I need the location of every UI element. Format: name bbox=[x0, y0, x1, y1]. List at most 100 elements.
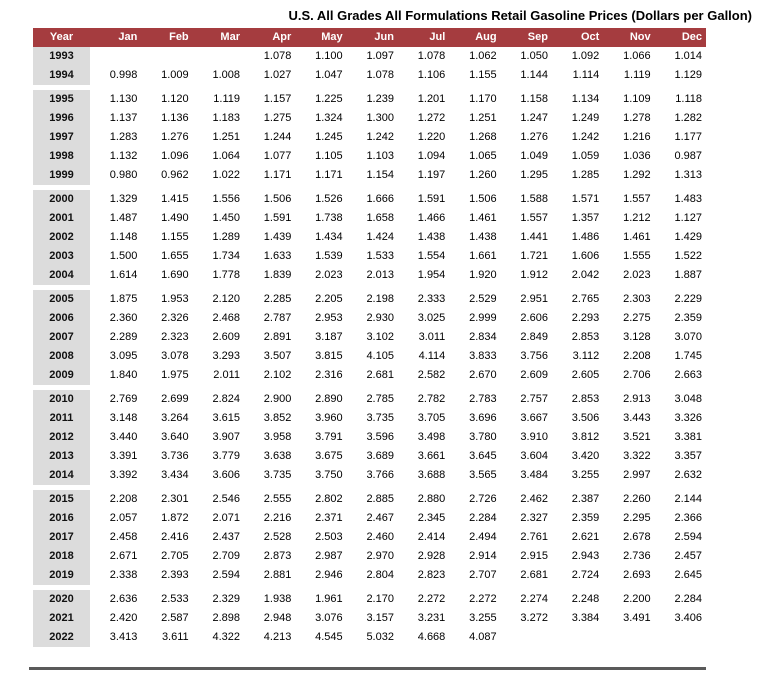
price-cell: 3.756 bbox=[520, 350, 548, 362]
price-cell: 2.671 bbox=[109, 550, 138, 562]
year-cell: 2014 bbox=[33, 466, 90, 485]
month-column-header: Jul bbox=[397, 28, 450, 47]
price-cell: 3.780 bbox=[469, 431, 497, 443]
price-cell: 2.769 bbox=[109, 393, 138, 405]
price-cell: 1.461 bbox=[469, 212, 497, 224]
price-cell: 2.503 bbox=[315, 531, 343, 543]
year-cell: 2016 bbox=[33, 509, 90, 528]
price-cell: 2.881 bbox=[263, 569, 292, 581]
price-cell: 1.655 bbox=[161, 250, 189, 262]
price-cell: 2.170 bbox=[366, 593, 394, 605]
price-cell: 2.594 bbox=[212, 569, 240, 581]
price-cell: 4.105 bbox=[366, 350, 394, 362]
price-cell: 3.506 bbox=[571, 412, 600, 424]
group-spacer bbox=[33, 385, 706, 390]
table-row: 2018 2.671 2.705 2.709 2.873 2.987 2.970 2.928 2… bbox=[33, 547, 706, 566]
price-cell: 1.661 bbox=[469, 250, 497, 262]
price-cell: 3.852 bbox=[263, 412, 292, 424]
price-cell: 2.885 bbox=[366, 493, 394, 505]
table-row: 2013 3.391 3.736 3.779 3.638 3.675 3.689 3.661 3… bbox=[33, 447, 706, 466]
price-cell: 3.833 bbox=[469, 350, 497, 362]
price-cell: 2.042 bbox=[571, 269, 600, 281]
price-cell: 2.533 bbox=[161, 593, 189, 605]
table-row: 2015 2.208 2.301 2.546 2.555 2.802 2.885 2.880 2… bbox=[33, 490, 706, 509]
price-cell: 3.507 bbox=[263, 350, 292, 362]
price-cell: 1.078 bbox=[366, 69, 394, 81]
price-cell: 0.998 bbox=[109, 69, 138, 81]
header-row: Year Jan Feb Mar Apr May Jun Jul Aug Sep Oct Nov Dec bbox=[33, 28, 706, 47]
price-cell: 3.667 bbox=[520, 412, 548, 424]
price-cell: 0.987 bbox=[674, 150, 702, 162]
price-cell: 1.557 bbox=[520, 212, 548, 224]
price-cell: 2.943 bbox=[571, 550, 600, 562]
price-cell: 2.970 bbox=[366, 550, 394, 562]
price-cell: 1.614 bbox=[109, 269, 138, 281]
month-column-header: Mar bbox=[192, 28, 244, 47]
price-cell: 1.285 bbox=[571, 169, 600, 181]
price-cell: 3.596 bbox=[366, 431, 394, 443]
price-cell: 1.778 bbox=[212, 269, 240, 281]
price-cell: 2.338 bbox=[109, 569, 138, 581]
price-cell: 1.506 bbox=[263, 193, 292, 205]
price-cell: 2.275 bbox=[623, 312, 651, 324]
group-spacer bbox=[33, 585, 706, 590]
month-column-header: Jun bbox=[346, 28, 398, 47]
table-row: 2008 3.095 3.078 3.293 3.507 3.815 4.105 4.114 3… bbox=[33, 347, 706, 366]
price-cell: 2.787 bbox=[263, 312, 292, 324]
price-cell: 1.154 bbox=[366, 169, 394, 181]
price-cell: 1.155 bbox=[469, 69, 497, 81]
price-cell: 1.078 bbox=[417, 50, 446, 62]
price-cell: 2.594 bbox=[674, 531, 702, 543]
price-cell: 1.157 bbox=[263, 93, 292, 105]
price-cell: 1.441 bbox=[520, 231, 548, 243]
price-cell: 1.556 bbox=[212, 193, 240, 205]
price-cell: 1.096 bbox=[161, 150, 189, 162]
price-cell: 1.840 bbox=[109, 369, 138, 381]
price-cell: 1.120 bbox=[161, 93, 189, 105]
price-cell: 1.242 bbox=[571, 131, 600, 143]
price-cell: 3.413 bbox=[109, 631, 138, 643]
month-column-header: Oct bbox=[551, 28, 604, 47]
price-cell: 2.609 bbox=[212, 331, 240, 343]
price-cell: 1.438 bbox=[469, 231, 497, 243]
price-cell: 1.424 bbox=[366, 231, 394, 243]
price-cell: 3.272 bbox=[520, 612, 548, 624]
price-cell: 1.129 bbox=[674, 69, 702, 81]
price-cell: 2.724 bbox=[571, 569, 600, 581]
price-cell: 4.545 bbox=[315, 631, 343, 643]
price-cell: 1.077 bbox=[263, 150, 292, 162]
price-cell: 2.011 bbox=[213, 369, 240, 381]
price-cell: 1.065 bbox=[469, 150, 497, 162]
table-row: 2009 1.840 1.975 2.011 2.102 2.316 2.681 2.582 2… bbox=[33, 366, 706, 385]
price-cell: 2.783 bbox=[469, 393, 497, 405]
price-cell: 3.434 bbox=[161, 469, 189, 481]
price-cell: 2.824 bbox=[212, 393, 240, 405]
price-cell: 2.345 bbox=[417, 512, 446, 524]
price-cell: 1.522 bbox=[674, 250, 702, 262]
price-cell: 2.229 bbox=[674, 293, 702, 305]
year-cell: 2005 bbox=[33, 290, 90, 309]
price-cell: 3.910 bbox=[520, 431, 548, 443]
price-cell: 1.014 bbox=[674, 50, 702, 62]
price-cell: 1.239 bbox=[366, 93, 394, 105]
month-column-header: Apr bbox=[243, 28, 296, 47]
year-cell: 2017 bbox=[33, 528, 90, 547]
price-cell: 1.027 bbox=[263, 69, 292, 81]
price-cell: 1.066 bbox=[623, 50, 651, 62]
price-cell: 2.023 bbox=[623, 269, 651, 281]
price-cell: 1.132 bbox=[109, 150, 138, 162]
price-cell: 2.693 bbox=[623, 569, 651, 581]
price-cell: 2.948 bbox=[263, 612, 292, 624]
price-cell: 2.303 bbox=[623, 293, 651, 305]
price-cell: 2.621 bbox=[571, 531, 600, 543]
price-cell: 1.118 bbox=[675, 93, 702, 105]
table-row: 1996 1.137 1.136 1.183 1.275 1.324 1.300 1.272 1… bbox=[33, 109, 706, 128]
price-cell: 1.745 bbox=[674, 350, 702, 362]
price-cell: 1.275 bbox=[263, 112, 292, 124]
price-cell: 2.681 bbox=[366, 369, 394, 381]
table-row: 2012 3.440 3.640 3.907 3.958 3.791 3.596 3.498 3… bbox=[33, 428, 706, 447]
price-cell: 1.008 bbox=[212, 69, 240, 81]
table-row: 2005 1.875 1.953 2.120 2.285 2.205 2.198 2.333 2… bbox=[33, 290, 706, 309]
price-cell: 3.645 bbox=[469, 450, 497, 462]
table-row: 2003 1.500 1.655 1.734 1.633 1.539 1.533 1.554 1… bbox=[33, 247, 706, 266]
